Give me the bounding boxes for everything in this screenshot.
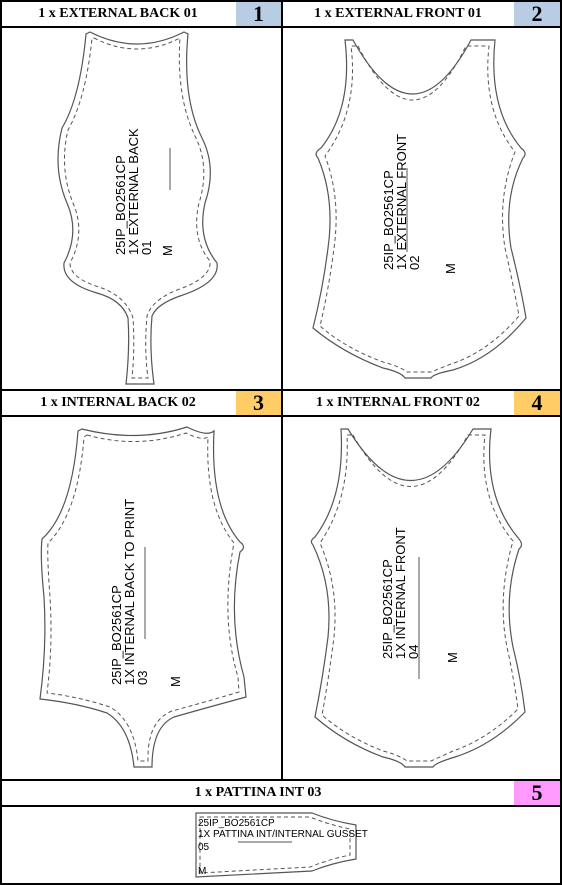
- pattern-piece-pattina: 25IP_BO2561CP 1X PATTINA INT/INTERNAL GU…: [195, 812, 368, 878]
- piece-number-5: 5: [514, 781, 560, 805]
- divider-row3-header: [0, 805, 562, 807]
- pattern-piece-internal-front: 25IP_BO2561CP 1X INTERNAL FRONT 04 M: [310, 428, 526, 768]
- label-seq: 01: [139, 241, 154, 255]
- divider-row3-top: [0, 779, 562, 781]
- label-name: 1X PATTINA INT/INTERNAL GUSSET: [198, 829, 368, 840]
- piece-number-1: 1: [236, 2, 281, 26]
- label-code: 25IP_BO2561CP: [113, 155, 128, 255]
- pattern-piece-external-front: 25IP_BO2561CP 1X EXTERNAL FRONT 02 M: [312, 39, 527, 379]
- label-seq: 04: [406, 645, 421, 659]
- label-name: 1X INTERNAL BACK TO PRINT: [122, 499, 137, 685]
- label-size: M: [168, 676, 183, 687]
- divider-row2-top: [0, 389, 562, 391]
- title-external-front: 1 x EXTERNAL FRONT 01: [314, 6, 482, 21]
- label-name: 1X EXTERNAL BACK: [126, 128, 141, 255]
- label-size: M: [198, 866, 206, 877]
- label-size: M: [160, 245, 175, 256]
- label-code: 25IP_BO2561CP: [198, 818, 275, 829]
- label-seq: 03: [135, 671, 150, 685]
- label-seq: 02: [407, 256, 422, 270]
- label-seq: 05: [198, 842, 210, 853]
- label-size: M: [443, 263, 458, 274]
- divider-row2-header: [0, 415, 562, 417]
- label-name: 1X EXTERNAL FRONT: [394, 134, 409, 270]
- label-code: 25IP_BO2561CP: [381, 170, 396, 270]
- divider-row1-header: [0, 26, 562, 28]
- border-right: [560, 0, 562, 885]
- title-external-back: 1 x EXTERNAL BACK 01: [38, 6, 198, 21]
- label-code: 25IP_BO2561CP: [380, 559, 395, 659]
- pattern-piece-internal-back: 25IP_BO2561CP 1X INTERNAL BACK TO PRINT …: [39, 426, 247, 768]
- border-bottom: [0, 883, 562, 885]
- title-internal-front: 1 x INTERNAL FRONT 02: [316, 395, 480, 410]
- label-code: 25IP_BO2561CP: [109, 585, 124, 685]
- border-left: [0, 0, 2, 885]
- title-internal-back: 1 x INTERNAL BACK 02: [40, 395, 196, 410]
- title-pattina: 1 x PATTINA INT 03: [194, 785, 322, 800]
- piece-number-2: 2: [514, 2, 560, 26]
- piece-number-3: 3: [236, 391, 281, 415]
- pattern-piece-external-back: 25IP_BO2561CP 1X EXTERNAL BACK 01 M: [57, 31, 218, 385]
- piece-number-4: 4: [514, 391, 560, 415]
- label-size: M: [445, 652, 460, 663]
- label-name: 1X INTERNAL FRONT: [393, 527, 408, 659]
